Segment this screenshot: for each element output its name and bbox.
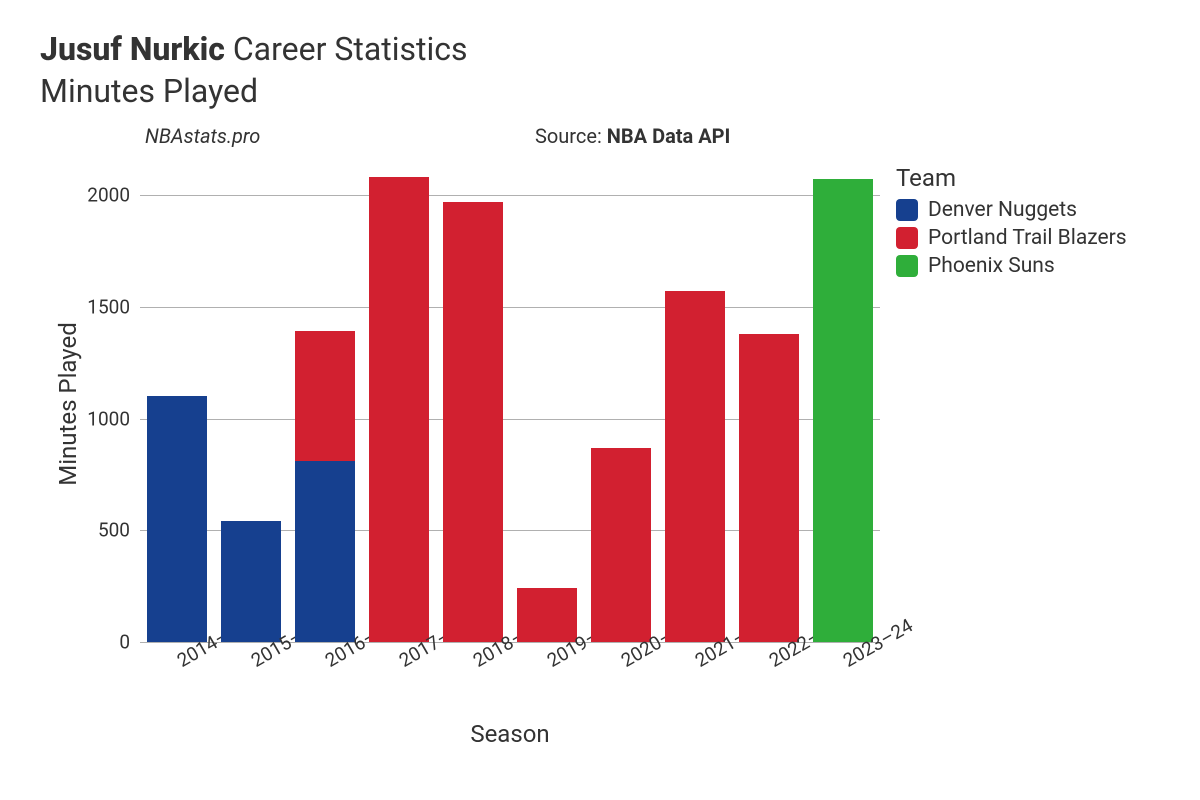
legend-label: Denver Nuggets xyxy=(928,198,1077,222)
source-prefix: Source: xyxy=(535,124,607,148)
y-tick-label: 500 xyxy=(98,519,140,542)
legend-title: Team xyxy=(896,164,1127,192)
bar-segment xyxy=(369,177,429,642)
plot-area: 05001000150020002014–152015–162016–17201… xyxy=(140,166,880,642)
watermark-text: NBAstats.pro xyxy=(145,124,260,148)
legend-label: Phoenix Suns xyxy=(928,254,1055,278)
bar-segment xyxy=(665,291,725,642)
bar-segment xyxy=(295,461,355,642)
bar-segment xyxy=(221,521,281,642)
legend-item: Phoenix Suns xyxy=(896,254,1127,278)
legend-swatch xyxy=(896,199,918,221)
gridline xyxy=(140,195,880,196)
y-tick-label: 0 xyxy=(119,631,140,654)
y-axis-title: Minutes Played xyxy=(54,322,82,486)
y-tick-label: 1500 xyxy=(87,295,140,318)
bar-segment xyxy=(517,588,577,642)
gridline xyxy=(140,307,880,308)
source-name: NBA Data API xyxy=(607,124,731,148)
legend-swatch xyxy=(896,255,918,277)
legend-swatch xyxy=(896,227,918,249)
legend-item: Denver Nuggets xyxy=(896,198,1127,222)
bar-segment xyxy=(813,179,873,642)
legend-label: Portland Trail Blazers xyxy=(928,226,1127,250)
chart-page: Jusuf Nurkic Career Statistics Minutes P… xyxy=(0,0,1200,800)
bar-segment xyxy=(591,448,651,642)
source-text: Source: NBA Data API xyxy=(535,124,730,148)
legend-item: Portland Trail Blazers xyxy=(896,226,1127,250)
legend: Team Denver Nuggets Portland Trail Blazer… xyxy=(896,164,1127,282)
chart-meta-row: NBAstats.pro Source: NBA Data API xyxy=(40,124,1170,156)
chart-title: Jusuf Nurkic Career Statistics xyxy=(40,30,1160,68)
chart-subtitle: Minutes Played xyxy=(40,72,1160,110)
player-name: Jusuf Nurkic xyxy=(40,30,225,68)
bar-segment xyxy=(443,202,503,642)
bar-segment xyxy=(739,334,799,642)
x-axis-title: Season xyxy=(470,720,549,748)
y-tick-label: 1000 xyxy=(87,407,140,430)
chart-area: NBAstats.pro Source: NBA Data API 050010… xyxy=(40,124,1170,782)
bar-segment xyxy=(295,331,355,461)
title-suffix: Career Statistics xyxy=(225,30,468,68)
bar-segment xyxy=(147,396,207,642)
y-tick-label: 2000 xyxy=(87,184,140,207)
title-block: Jusuf Nurkic Career Statistics Minutes P… xyxy=(40,30,1160,110)
